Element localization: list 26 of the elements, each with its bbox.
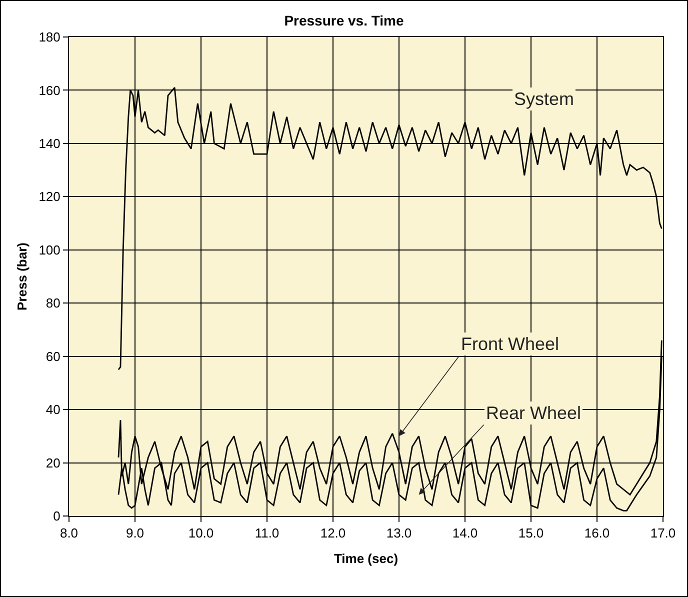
x-tick-label: 16.0	[584, 526, 610, 541]
x-tick-label: 17.0	[650, 526, 676, 541]
y-tick-label: 60	[46, 348, 60, 364]
y-axis-title: Press (bar)	[14, 242, 30, 310]
x-tick-label: 8.0	[60, 526, 78, 541]
x-tick-label: 9.0	[126, 526, 144, 541]
x-tick-label: 14.0	[452, 526, 478, 541]
x-tick-label: 13.0	[386, 526, 412, 541]
y-tick-label: 80	[46, 296, 60, 311]
x-tick-label: 15.0	[518, 526, 544, 541]
x-tick-label: 11.0	[254, 526, 280, 541]
y-tick-label: 120	[38, 189, 60, 204]
y-tick-label: 140	[38, 136, 60, 151]
y-tick-label: 40	[46, 402, 60, 418]
annotation: Front Wheel	[461, 334, 560, 354]
y-tick-label: 180	[38, 30, 60, 45]
x-axis-title: Time (sec)	[334, 551, 398, 566]
annotation: System	[514, 89, 574, 109]
chart-title: Pressure vs. Time	[284, 12, 404, 29]
y-tick-label: 0	[53, 508, 60, 524]
x-tick-label: 12.0	[320, 526, 346, 541]
y-tick-label: 20	[46, 455, 60, 470]
y-tick-label: 160	[38, 82, 60, 98]
x-tick-label: 10.0	[188, 526, 214, 541]
y-tick-label: 100	[38, 242, 60, 258]
annotation: Rear Wheel	[486, 403, 582, 423]
